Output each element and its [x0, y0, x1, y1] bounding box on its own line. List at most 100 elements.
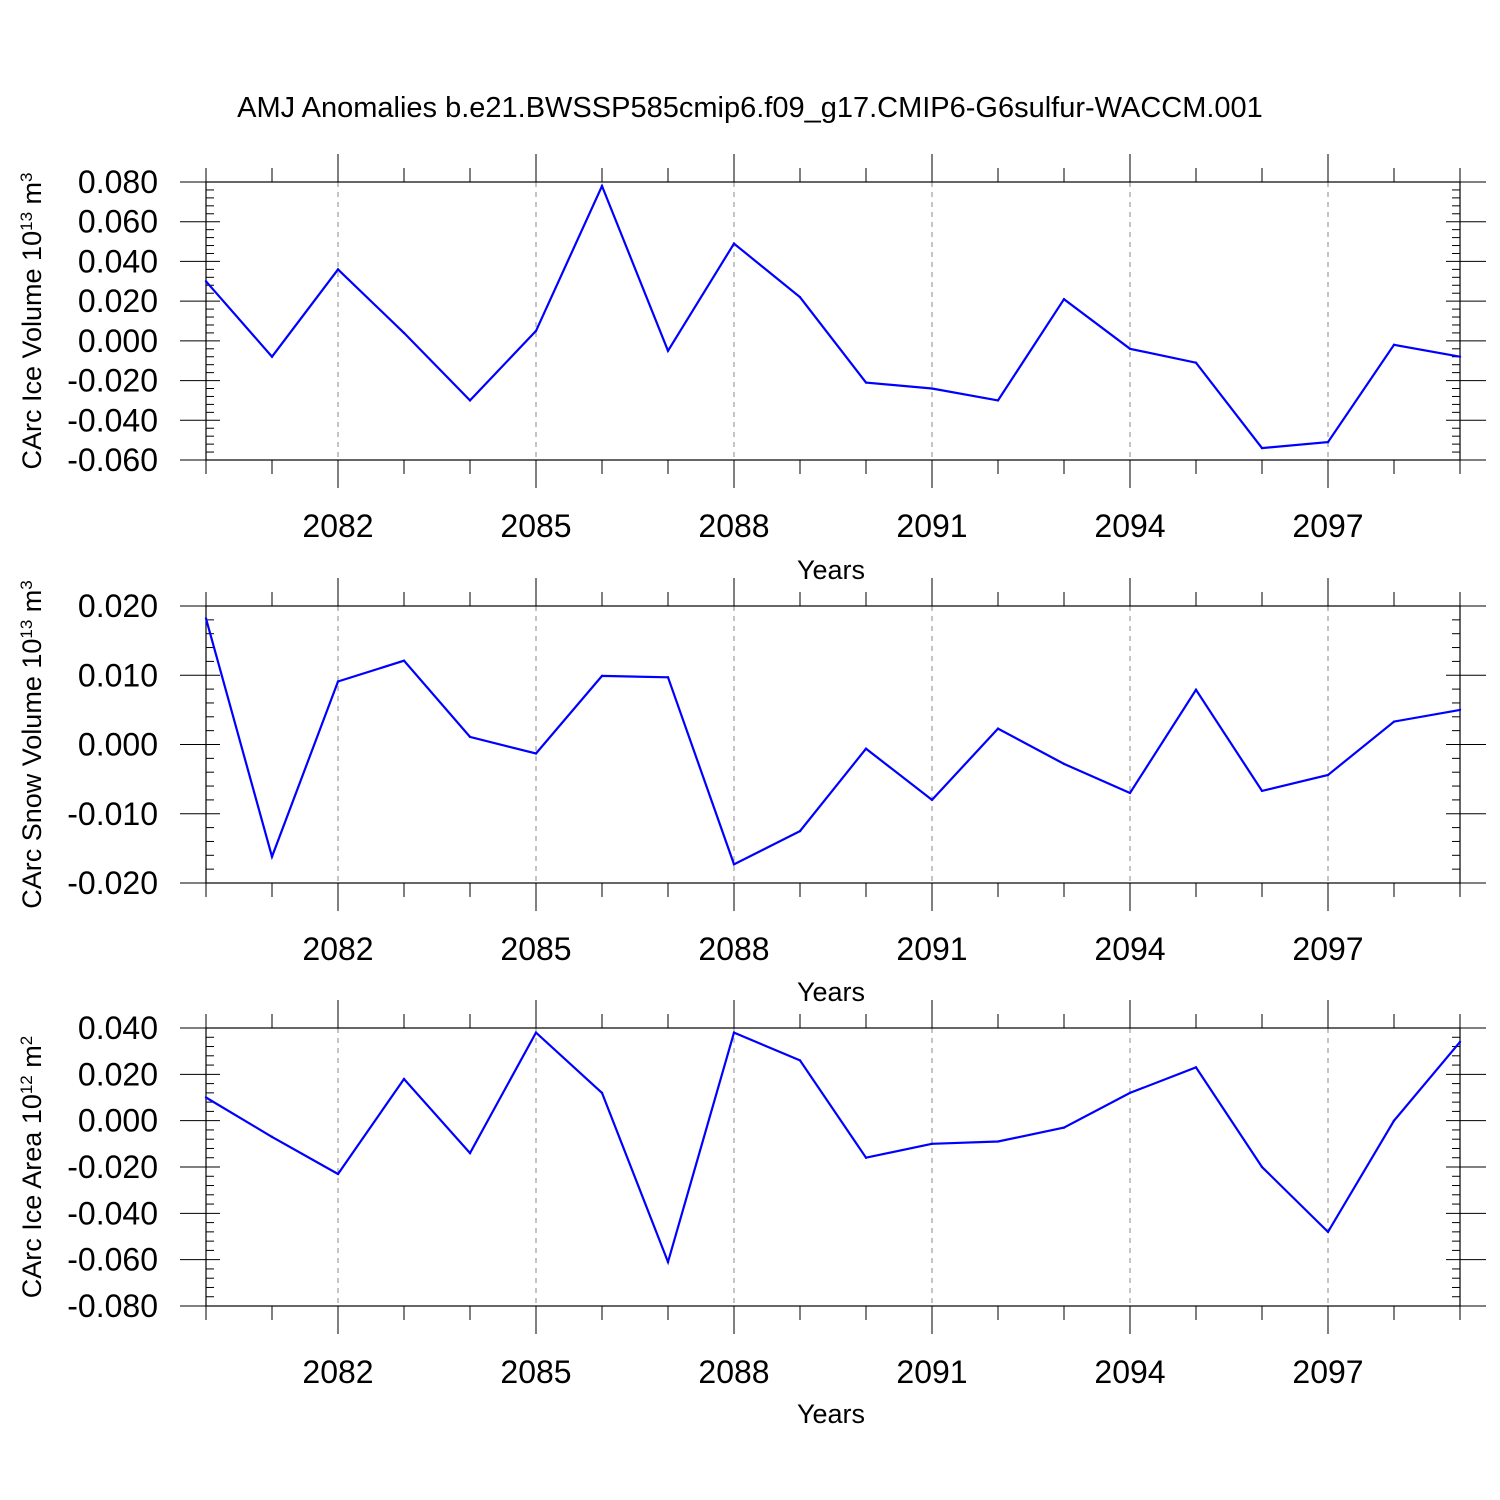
- y-axis-label-unit: m: [17, 1045, 47, 1068]
- x-tick-label: 2094: [1094, 508, 1165, 544]
- y-tick-label: 0.080: [78, 164, 158, 200]
- y-tick-label: 0.040: [78, 1010, 158, 1046]
- data-point: [930, 387, 934, 390]
- x-tick-label: 2094: [1094, 931, 1165, 967]
- data-point: [1392, 343, 1396, 347]
- y-tick-label: -0.080: [67, 1288, 158, 1324]
- y-tick-label: -0.020: [67, 1149, 158, 1185]
- y-axis-label-unit-exponent: 2: [17, 1036, 36, 1045]
- y-tick-label: 0.040: [78, 243, 158, 279]
- data-point: [600, 184, 604, 188]
- y-tick-label: -0.020: [67, 363, 158, 399]
- x-tick-label: 2085: [500, 508, 571, 544]
- data-point: [402, 659, 406, 662]
- data-point: [1128, 347, 1132, 350]
- data-point: [1392, 720, 1396, 723]
- data-point: [534, 752, 538, 755]
- y-axis-label-exponent: 13: [17, 620, 36, 639]
- y-tick-label: 0.000: [78, 727, 158, 763]
- data-point: [336, 268, 340, 271]
- data-point: [1326, 773, 1330, 777]
- y-tick-label: 0.060: [78, 204, 158, 240]
- data-point: [864, 747, 868, 750]
- data-point: [468, 735, 472, 739]
- x-axis-label: Years: [797, 1399, 865, 1429]
- data-point: [732, 863, 736, 866]
- data-point: [600, 674, 604, 678]
- data-point: [1194, 361, 1198, 364]
- x-tick-label: 2082: [302, 508, 373, 544]
- series-line: [205, 1030, 1461, 1266]
- y-tick-label: -0.040: [67, 1195, 158, 1231]
- y-tick-label: 0.020: [78, 588, 158, 624]
- data-point: [996, 1140, 1000, 1143]
- y-axis-label-unit: m: [17, 590, 47, 613]
- series-line: [204, 618, 1461, 866]
- y-tick-label: -0.010: [67, 796, 158, 832]
- y-axis-label: CArc Snow Volume 1013 m3: [17, 580, 48, 909]
- data-point: [402, 1077, 406, 1081]
- x-tick-label: 2091: [896, 508, 967, 544]
- data-point: [930, 798, 934, 802]
- figure-title: AMJ Anomalies b.e21.BWSSP585cmip6.f09_g1…: [237, 92, 1263, 124]
- x-tick-label: 2082: [302, 1354, 373, 1390]
- y-tick-label: 0.020: [78, 1056, 158, 1092]
- data-point: [468, 1151, 472, 1155]
- data-point: [204, 280, 208, 283]
- chart-panel-3: -0.080 -0.060 -0.040 -0.020 0.000 0.020 0.040 2…: [17, 1000, 1486, 1429]
- data-point: [1062, 762, 1066, 766]
- y-tick-label: -0.020: [67, 865, 158, 901]
- x-tick-label: 2091: [896, 1354, 967, 1390]
- y-axis-label: CArc Ice Area 1012 m2: [17, 1036, 48, 1299]
- data-point: [930, 1142, 934, 1146]
- data-point: [468, 399, 472, 402]
- data-point: [336, 680, 340, 683]
- y-tick-label: -0.040: [67, 402, 158, 438]
- y-axis-label-exponent: 13: [17, 212, 36, 231]
- data-point: [402, 331, 406, 335]
- x-tick-label: 2088: [698, 931, 769, 967]
- series-line: [205, 183, 1461, 450]
- data-point: [798, 829, 802, 833]
- data-point: [1062, 297, 1066, 301]
- data-point: [534, 329, 538, 333]
- x-tick-label: 2097: [1292, 931, 1363, 967]
- data-point: [1392, 1119, 1396, 1122]
- data-point: [1128, 791, 1132, 795]
- y-tick-label: 0.000: [78, 323, 158, 359]
- y-axis-label: CArc Ice Volume 1013 m3: [17, 172, 48, 469]
- data-point: [1194, 1066, 1198, 1069]
- x-tick-label: 2091: [896, 931, 967, 967]
- data-point: [666, 349, 670, 352]
- data-point: [798, 1059, 802, 1062]
- y-axis-label-space: [17, 1068, 47, 1076]
- data-point: [1062, 1126, 1066, 1129]
- data-point: [996, 727, 1000, 730]
- data-point: [1458, 708, 1462, 712]
- data-point: [1326, 1230, 1330, 1234]
- data-point: [1128, 1091, 1132, 1095]
- data-point: [732, 1031, 736, 1034]
- data-point: [1458, 355, 1462, 358]
- data-point: [864, 381, 868, 384]
- data-point: [666, 1260, 670, 1264]
- y-axis-label-unit: m: [17, 182, 47, 205]
- data-point: [336, 1172, 340, 1176]
- x-tick-label: 2088: [698, 508, 769, 544]
- data-point: [534, 1031, 538, 1034]
- y-tick-label: -0.060: [67, 442, 158, 478]
- data-point: [1458, 1040, 1462, 1044]
- data-point: [1326, 440, 1330, 444]
- x-tick-label: 2094: [1094, 1354, 1165, 1390]
- data-point: [600, 1091, 604, 1095]
- y-tick-label: 0.010: [78, 657, 158, 693]
- x-tick-label: 2085: [500, 1354, 571, 1390]
- data-point: [996, 399, 1000, 402]
- data-point: [798, 295, 802, 299]
- y-axis-label-space: [17, 612, 47, 620]
- y-axis-label-unit-exponent: 3: [17, 580, 36, 589]
- data-point: [666, 676, 670, 679]
- plot-frame: [205, 605, 1461, 884]
